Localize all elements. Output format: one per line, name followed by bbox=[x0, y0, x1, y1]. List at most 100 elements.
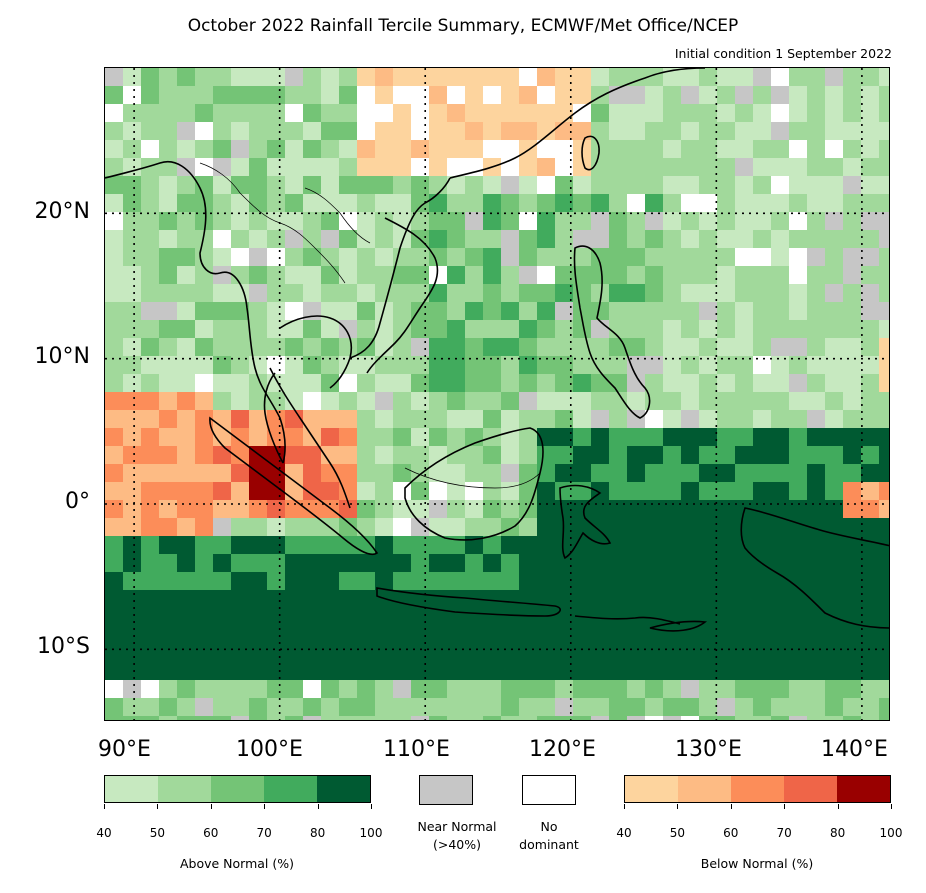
tercile-cell bbox=[105, 626, 124, 645]
tercile-cell bbox=[717, 716, 736, 720]
tercile-cell bbox=[609, 446, 628, 465]
tercile-cell bbox=[321, 698, 340, 717]
tercile-cell bbox=[843, 104, 862, 123]
tercile-cell bbox=[555, 716, 574, 720]
tercile-cell bbox=[501, 68, 520, 87]
tercile-cell bbox=[879, 644, 889, 663]
tercile-cell bbox=[195, 356, 214, 375]
tercile-cell bbox=[285, 518, 304, 537]
tercile-cell bbox=[501, 374, 520, 393]
tercile-cell bbox=[717, 248, 736, 267]
tercile-cell bbox=[645, 518, 664, 537]
tercile-cell bbox=[177, 554, 196, 573]
tercile-cell bbox=[465, 86, 484, 105]
tercile-cell bbox=[861, 464, 880, 483]
tercile-cell bbox=[123, 500, 142, 519]
tercile-cell bbox=[321, 716, 340, 720]
tercile-cell bbox=[735, 698, 754, 717]
tercile-cell bbox=[789, 194, 808, 213]
tercile-cell bbox=[285, 356, 304, 375]
tercile-cell bbox=[519, 68, 538, 87]
tercile-cell bbox=[825, 248, 844, 267]
tercile-cell bbox=[609, 518, 628, 537]
tercile-cell bbox=[753, 482, 772, 501]
tercile-cell bbox=[447, 428, 466, 447]
tercile-cell bbox=[609, 284, 628, 303]
tercile-cell bbox=[447, 104, 466, 123]
tercile-cell bbox=[339, 230, 358, 249]
tercile-cell bbox=[537, 248, 556, 267]
tercile-cell bbox=[807, 104, 826, 123]
tercile-cell bbox=[843, 536, 862, 555]
tercile-cell bbox=[321, 536, 340, 555]
tercile-cell bbox=[825, 68, 844, 87]
lat-label-10n: 10°N bbox=[34, 344, 90, 369]
tercile-cell bbox=[123, 554, 142, 573]
tercile-cell bbox=[411, 176, 430, 195]
colorbar-tickmark bbox=[264, 804, 266, 809]
tercile-cell bbox=[879, 428, 889, 447]
no-dominant-label: No dominant bbox=[519, 819, 579, 852]
tercile-cell bbox=[483, 320, 502, 339]
tercile-cell bbox=[681, 572, 700, 591]
tercile-cell bbox=[735, 590, 754, 609]
tercile-cell bbox=[609, 572, 628, 591]
tercile-cell bbox=[411, 248, 430, 267]
tercile-cell bbox=[681, 392, 700, 411]
colorbar-tickmark bbox=[837, 804, 839, 809]
tercile-cell bbox=[519, 338, 538, 357]
tercile-cell bbox=[303, 86, 322, 105]
tercile-cell bbox=[159, 212, 178, 231]
tercile-cell bbox=[627, 230, 646, 249]
tercile-cell bbox=[807, 500, 826, 519]
tercile-cell bbox=[591, 356, 610, 375]
tercile-cell bbox=[123, 608, 142, 627]
tercile-cell bbox=[321, 608, 340, 627]
tercile-cell bbox=[681, 338, 700, 357]
tercile-cell bbox=[447, 212, 466, 231]
lat-label-0: 0° bbox=[65, 489, 90, 514]
tercile-cell bbox=[537, 230, 556, 249]
tercile-cell bbox=[789, 410, 808, 429]
tercile-cell bbox=[393, 680, 412, 699]
tercile-cell bbox=[375, 338, 394, 357]
tercile-cell bbox=[285, 338, 304, 357]
tercile-cell bbox=[699, 698, 718, 717]
tercile-cell bbox=[267, 536, 286, 555]
tercile-cell bbox=[267, 104, 286, 123]
tercile-cell bbox=[555, 158, 574, 177]
tercile-cell bbox=[213, 680, 232, 699]
tercile-cell bbox=[285, 662, 304, 681]
tercile-cell bbox=[249, 500, 268, 519]
tercile-cell bbox=[357, 662, 376, 681]
tercile-cell bbox=[159, 176, 178, 195]
tercile-cell bbox=[483, 68, 502, 87]
tercile-cell bbox=[267, 176, 286, 195]
lon-label-130e: 130°E bbox=[675, 737, 742, 762]
tercile-cell bbox=[303, 176, 322, 195]
colorbar-swatch bbox=[784, 776, 837, 802]
colorbar-tick-label: 60 bbox=[203, 826, 219, 840]
tercile-cell bbox=[519, 464, 538, 483]
tercile-cell bbox=[555, 194, 574, 213]
colorbar-tick-label: 70 bbox=[256, 826, 272, 840]
tercile-cell bbox=[123, 392, 142, 411]
tercile-cell bbox=[771, 590, 790, 609]
tercile-cell bbox=[447, 302, 466, 321]
tercile-cell bbox=[519, 158, 538, 177]
tercile-cell bbox=[393, 518, 412, 537]
colorbar-tickmark bbox=[371, 804, 372, 809]
tercile-cell bbox=[879, 446, 889, 465]
tercile-cell bbox=[321, 266, 340, 285]
tercile-cell bbox=[537, 644, 556, 663]
tercile-cell bbox=[285, 194, 304, 213]
tercile-cell bbox=[519, 644, 538, 663]
tercile-cell bbox=[843, 482, 862, 501]
tercile-cell bbox=[627, 482, 646, 501]
tercile-cell bbox=[735, 176, 754, 195]
tercile-cell bbox=[429, 554, 448, 573]
tercile-cell bbox=[555, 68, 574, 87]
tercile-cell bbox=[447, 716, 466, 720]
tercile-cell bbox=[861, 338, 880, 357]
tercile-cell bbox=[609, 122, 628, 141]
